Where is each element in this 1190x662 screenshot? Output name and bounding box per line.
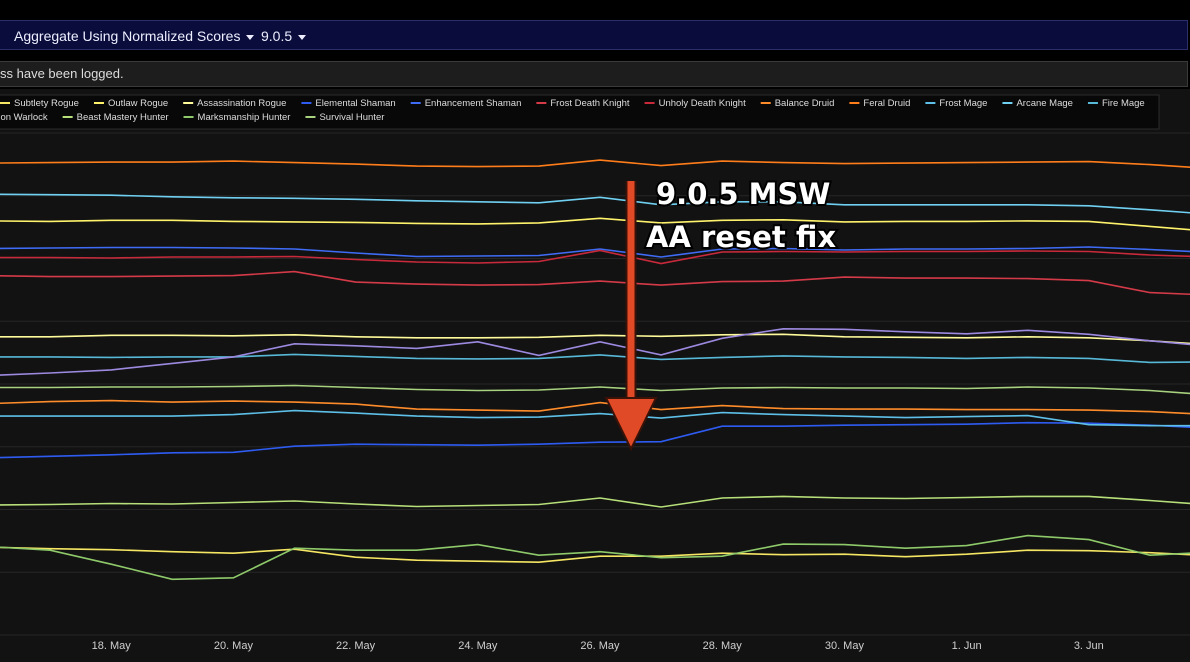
legend-item-unholy-death-knight[interactable]: Unholy Death Knight bbox=[644, 98, 746, 109]
series-lines bbox=[0, 159, 1190, 581]
legend-label: Survival Hunter bbox=[319, 112, 384, 123]
legend-label: Marksmanship Hunter bbox=[198, 112, 291, 123]
aggregate-dropdown[interactable]: Aggregate Using Normalized Scores bbox=[14, 21, 255, 51]
legend-item-beast-mastery-hunter[interactable]: Beast Mastery Hunter bbox=[62, 112, 169, 123]
x-axis: 18. May 20. May 22. May 24. May 26. May 28. M… bbox=[92, 640, 1104, 652]
aggregate-dropdown-label: Aggregate Using Normalized Scores bbox=[14, 28, 241, 44]
version-dropdown-label: 9.0.5 bbox=[261, 28, 293, 44]
legend-item-subtlety-rogue[interactable]: Subtlety Rogue bbox=[0, 98, 79, 109]
legend-item-elemental-shaman[interactable]: Elemental Shaman bbox=[301, 98, 396, 109]
legend-label: Unholy Death Knight bbox=[659, 98, 746, 109]
legend: Subtlety Rogue Outlaw Rogue Assassination … bbox=[0, 98, 1145, 123]
status-message-bar: ss have been logged. bbox=[0, 61, 1188, 87]
series-line-destruction-warlock[interactable] bbox=[0, 327, 1190, 376]
legend-label: Frost Death Knight bbox=[550, 98, 630, 109]
legend-label: Subtlety Rogue bbox=[14, 98, 79, 109]
toolbar: Aggregate Using Normalized Scores 9.0.5 bbox=[0, 20, 1188, 50]
legend-label: Arcane Mage bbox=[1016, 98, 1073, 109]
series-line-outlaw-rogue[interactable] bbox=[0, 217, 1190, 231]
version-dropdown[interactable]: 9.0.5 bbox=[261, 21, 307, 51]
series-line-marksmanship-hunter[interactable] bbox=[0, 534, 1190, 581]
legend-item-frost-death-knight[interactable]: Frost Death Knight bbox=[536, 98, 630, 109]
series-line-enhancement-shaman[interactable] bbox=[0, 246, 1190, 258]
line-chart: 18. May 20. May 22. May 24. May 26. May 28. M… bbox=[0, 94, 1190, 652]
legend-label: Elemental Shaman bbox=[315, 98, 395, 109]
legend-item-marksmanship-hunter[interactable]: Marksmanship Hunter bbox=[183, 112, 291, 123]
x-tick-label: 20. May bbox=[214, 640, 254, 652]
series-line-beast-mastery-hunter[interactable] bbox=[0, 495, 1190, 508]
series-line-frost-mage[interactable] bbox=[0, 409, 1190, 427]
x-tick-label: 3. Jun bbox=[1074, 640, 1104, 652]
x-tick-label: 30. May bbox=[825, 640, 865, 652]
legend-label: Beast Mastery Hunter bbox=[77, 112, 169, 123]
legend-item-balance-druid[interactable]: Balance Druid bbox=[760, 98, 835, 109]
series-line-feral-druid[interactable] bbox=[0, 159, 1190, 169]
x-tick-label: 26. May bbox=[580, 640, 620, 652]
series-line-subtlety-rogue[interactable] bbox=[0, 546, 1190, 564]
status-message: ss have been logged. bbox=[0, 66, 124, 81]
x-tick-label: 18. May bbox=[92, 640, 132, 652]
legend-item-feral-druid[interactable]: Feral Druid bbox=[849, 98, 910, 109]
grid bbox=[0, 132, 1190, 636]
chevron-down-icon bbox=[298, 34, 307, 40]
series-line-frost-death-knight[interactable] bbox=[0, 270, 1190, 296]
legend-item-arcane-mage[interactable]: Arcane Mage bbox=[1002, 98, 1073, 109]
annotation-line-2: AA reset fix bbox=[646, 220, 836, 254]
legend-label: Destruction Warlock bbox=[0, 112, 48, 123]
legend-label: Frost Mage bbox=[939, 98, 987, 109]
series-line-fire-mage[interactable] bbox=[0, 353, 1190, 364]
legend-item-assassination-rogue[interactable]: Assassination Rogue bbox=[183, 98, 286, 109]
legend-box bbox=[0, 94, 1160, 130]
series-line-arcane-mage[interactable] bbox=[0, 193, 1190, 214]
legend-item-survival-hunter[interactable]: Survival Hunter bbox=[305, 112, 384, 123]
x-tick-label: 22. May bbox=[336, 640, 376, 652]
annotation-line-1: 9.0.5 MSW bbox=[656, 177, 830, 211]
legend-label: Feral Druid bbox=[863, 98, 910, 109]
legend-label: Balance Druid bbox=[775, 98, 835, 109]
series-line-assassination-rogue[interactable] bbox=[0, 333, 1190, 345]
x-tick-label: 1. Jun bbox=[952, 640, 982, 652]
chart-area: 18. May 20. May 22. May 24. May 26. May 28. M… bbox=[0, 89, 1190, 662]
series-line-balance-druid[interactable] bbox=[0, 399, 1190, 415]
series-line-unholy-death-knight[interactable] bbox=[0, 249, 1190, 265]
legend-item-destruction-warlock[interactable]: Destruction Warlock bbox=[0, 112, 48, 123]
x-tick-label: 28. May bbox=[703, 640, 743, 652]
chevron-down-icon bbox=[246, 34, 255, 40]
legend-label: Outlaw Rogue bbox=[108, 98, 168, 109]
legend-label: Assassination Rogue bbox=[197, 98, 286, 109]
legend-item-enhancement-shaman[interactable]: Enhancement Shaman bbox=[410, 98, 522, 109]
annotation-arrow-head bbox=[604, 397, 658, 452]
legend-item-frost-mage[interactable]: Frost Mage bbox=[925, 98, 987, 109]
x-tick-label: 24. May bbox=[458, 640, 498, 652]
patch-annotation: 9.0.5 MSW AA reset fix bbox=[604, 175, 838, 452]
legend-label: Enhancement Shaman bbox=[425, 98, 522, 109]
series-line-survival-hunter[interactable] bbox=[0, 384, 1190, 396]
legend-item-outlaw-rogue[interactable]: Outlaw Rogue bbox=[93, 98, 168, 109]
legend-item-fire-mage[interactable]: Fire Mage bbox=[1087, 98, 1145, 109]
legend-label: Fire Mage bbox=[1102, 98, 1145, 109]
series-line-elemental-shaman[interactable] bbox=[0, 421, 1190, 459]
